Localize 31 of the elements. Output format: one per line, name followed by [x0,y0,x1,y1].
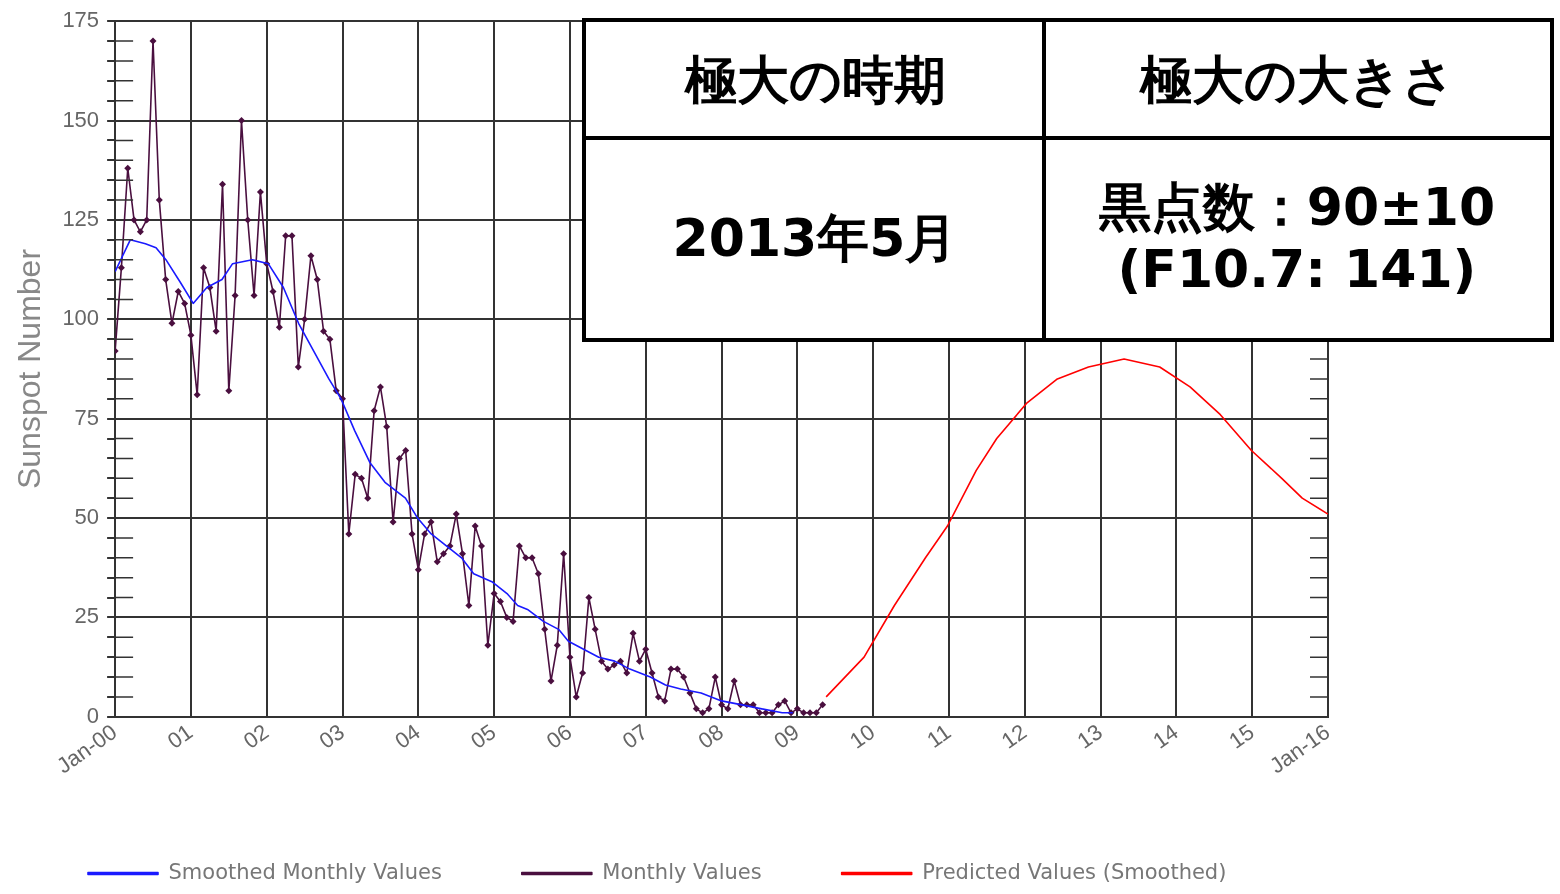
x-tick-label: 09 [769,719,804,754]
x-tick-label: 07 [617,719,653,754]
x-tick-label: 06 [541,719,577,754]
table-cell-text: 黒点数：90±10 (F10.7: 141) [1097,175,1497,301]
y-tick-label: 125 [62,206,100,231]
x-tick-label: 12 [996,719,1032,754]
x-tick-label: 03 [314,719,349,754]
y-tick-label: 175 [62,7,100,33]
legend-label: Monthly Values [602,859,762,884]
y-tick-label: 0 [86,702,100,728]
legend-label: Smoothed Monthly Values [168,859,442,884]
table-cell-text: 極大の大きさ [1138,48,1456,112]
y-tick-label: 100 [62,305,100,331]
y-tick-label: 75 [74,404,100,430]
table-cell-text: 極大の時期 [683,48,947,112]
x-tick-label: 11 [922,719,956,753]
y-tick-label: 150 [62,106,100,132]
x-tick-label: 04 [390,719,425,754]
x-tick-label: 14 [1148,719,1183,754]
y-axis-title: Sunspot Number [11,248,48,490]
x-tick-label: 05 [466,719,501,754]
x-tick-label: 02 [238,719,274,754]
legend-label: Predicted Values (Smoothed) [922,859,1227,884]
x-tick-label: 08 [693,719,728,754]
y-tick-label: 50 [74,504,100,530]
x-tick-label: 15 [1224,719,1259,754]
table-cell-text: 2013年5月 [671,206,959,270]
x-tick-label: 13 [1072,719,1107,754]
y-tick-label: 25 [74,603,100,629]
x-tick-label: 10 [845,719,880,754]
x-tick-label: 01 [162,719,198,754]
